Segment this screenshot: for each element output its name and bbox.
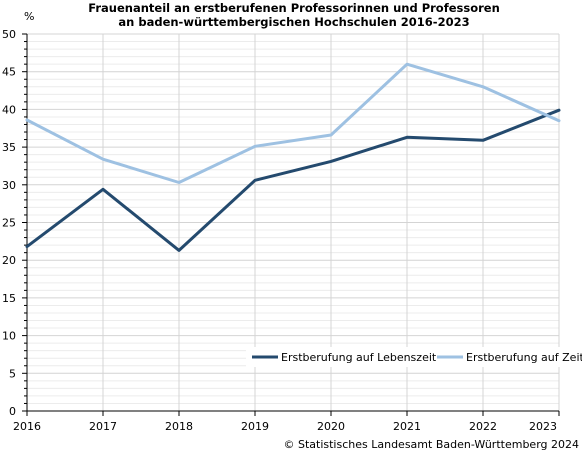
y-axis-unit-label: % xyxy=(24,10,34,23)
data-point xyxy=(557,119,561,122)
data-point xyxy=(177,181,181,184)
series-line-2 xyxy=(25,62,561,184)
data-point xyxy=(405,62,409,66)
data-point xyxy=(177,249,181,252)
source-note: © Statistisches Landesamt Baden-Württemb… xyxy=(283,438,579,451)
y-tick-label: 45 xyxy=(2,66,16,79)
y-tick-label: 30 xyxy=(2,179,16,192)
x-tick-label: 2020 xyxy=(317,420,345,433)
data-point xyxy=(329,160,333,163)
data-point xyxy=(253,145,257,148)
y-tick-label: 20 xyxy=(2,254,16,267)
chart-title-line-1: Frauenanteil an erstberufenen Professori… xyxy=(88,1,500,15)
y-tick-label: 0 xyxy=(9,405,16,418)
x-tick-label: 2023 xyxy=(529,420,557,433)
data-point xyxy=(329,133,333,137)
x-tick-label: 2018 xyxy=(165,420,193,433)
y-tick-label: 50 xyxy=(2,28,16,41)
legend-background xyxy=(246,347,580,367)
y-tick-label: 35 xyxy=(2,141,16,154)
chart-title-line-2: an baden-württembergischen Hochschulen 2… xyxy=(118,15,469,29)
y-tick-label: 5 xyxy=(9,367,16,380)
y-tick-label: 10 xyxy=(2,330,16,343)
legend-label-2: Erstberufung auf Zeit xyxy=(466,351,582,364)
legend-label-1: Erstberufung auf Lebenszeit xyxy=(281,351,437,364)
data-point xyxy=(25,245,29,248)
x-tick-label: 2022 xyxy=(469,420,497,433)
grid-lines xyxy=(27,33,560,411)
axes: 0 5 10 15 20 25 30 35 40 45 50 2016 2017 2018 2019 2020… xyxy=(2,28,560,433)
y-tick-label: 40 xyxy=(2,103,16,116)
y-tick-label: 25 xyxy=(2,217,16,230)
series-lines xyxy=(25,62,561,252)
x-tick-label: 2021 xyxy=(393,420,421,433)
data-point xyxy=(101,188,105,191)
data-point xyxy=(405,136,409,139)
x-tick-label: 2016 xyxy=(13,420,41,433)
data-point xyxy=(557,108,561,112)
series-line-1 xyxy=(25,108,561,252)
data-point xyxy=(253,179,257,182)
y-tick-label: 15 xyxy=(2,292,16,305)
data-point xyxy=(25,118,29,122)
data-point xyxy=(481,139,485,142)
legend: Erstberufung auf Lebenszeit Erstberufung … xyxy=(246,347,582,367)
data-point xyxy=(481,85,485,88)
data-point xyxy=(101,157,105,161)
x-tick-label: 2017 xyxy=(89,420,117,433)
x-tick-label: 2019 xyxy=(241,420,269,433)
